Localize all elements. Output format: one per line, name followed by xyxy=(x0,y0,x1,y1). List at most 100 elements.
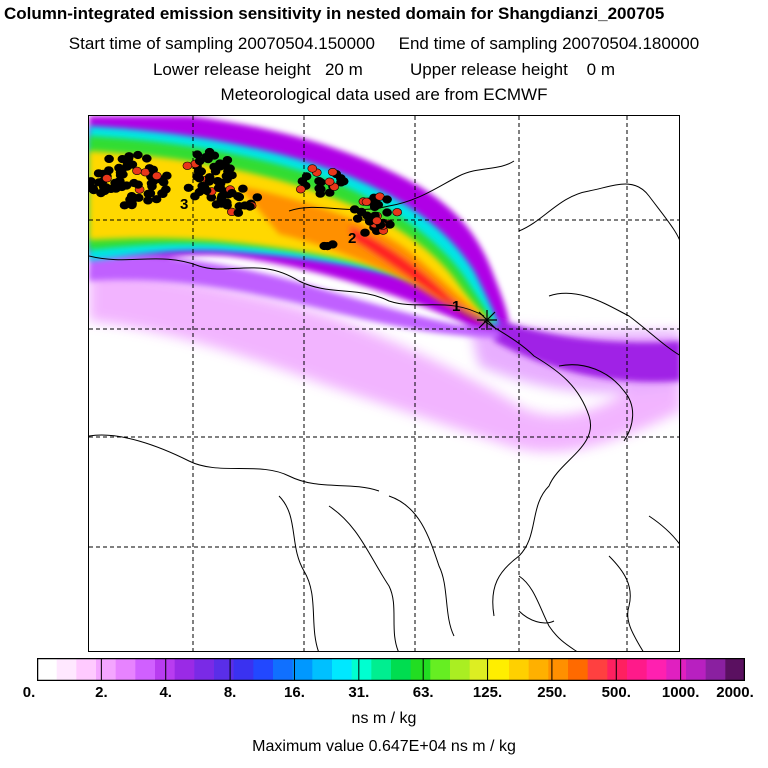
cluster-marker-red xyxy=(307,164,318,173)
colorbar-cell xyxy=(214,658,235,681)
colorbar-cell xyxy=(450,658,471,681)
cluster-marker-black xyxy=(183,183,194,192)
colorbar-cell xyxy=(391,658,412,681)
colorbar-cell xyxy=(56,658,77,681)
cluster-marker-black xyxy=(215,162,225,171)
cluster-marker-black xyxy=(362,211,372,220)
plot-title: Column-integrated emission sensitivity i… xyxy=(4,4,665,23)
cluster-marker-black xyxy=(227,171,237,180)
colorbar-cell xyxy=(548,658,569,681)
plume-yellow xyxy=(89,151,491,323)
cluster-marker-black xyxy=(352,214,363,223)
colorbar-cell xyxy=(233,658,254,681)
colorbar-tick-label: 500. xyxy=(601,684,631,701)
graticule xyxy=(89,116,679,651)
colorbar-cell xyxy=(686,658,707,681)
colorbar-cell xyxy=(76,658,97,681)
cluster-marker-black xyxy=(233,208,244,217)
cluster-marker-red xyxy=(327,167,338,177)
colorbar-cell xyxy=(194,658,215,681)
receptor-label-1: 1 xyxy=(452,298,460,315)
receptor-marker xyxy=(477,310,497,330)
cluster-marker-red xyxy=(392,208,403,217)
cluster-marker-red xyxy=(361,197,372,206)
colorbar-cell xyxy=(96,658,117,681)
colorbar-tick-label: 2. xyxy=(95,684,108,701)
colorbar-tick-label: 1000. xyxy=(661,684,700,701)
colorbar-cell xyxy=(155,658,176,681)
cluster-marker-black xyxy=(252,193,263,202)
cluster-marker-black xyxy=(124,152,134,161)
colorbar-cell xyxy=(135,658,156,681)
cluster-marker-black xyxy=(193,166,204,176)
cluster-marker-black xyxy=(322,242,333,251)
cluster-marker-black xyxy=(301,172,312,181)
colorbar-unit: ns m / kg xyxy=(351,710,417,727)
cluster-marker-black xyxy=(245,202,255,211)
cluster-marker-black xyxy=(204,173,215,182)
colorbar-cell xyxy=(37,658,58,681)
map-canvas: 1 2 3 xyxy=(89,116,679,651)
colorbar-tick-label: 125. xyxy=(472,684,503,701)
colorbar-cell xyxy=(489,658,510,681)
colorbar-cell xyxy=(351,658,372,681)
colorbar-tick-label: 8. xyxy=(223,684,237,701)
colorbar-cell xyxy=(509,658,530,681)
met-data-source: Meteorological data used are from ECMWF xyxy=(220,85,548,104)
colorbar-frame xyxy=(37,658,745,681)
colorbar-cell xyxy=(528,658,549,681)
cluster-marker-red xyxy=(296,185,306,194)
colorbar-cell xyxy=(430,658,451,681)
cluster-marker-black xyxy=(218,197,228,206)
cluster-marker-black xyxy=(338,177,349,186)
colorbar-cell xyxy=(607,658,628,681)
colorbar-cell xyxy=(273,658,294,681)
cluster-label-2: 2 xyxy=(348,230,356,247)
cluster-marker-black xyxy=(147,182,157,191)
colorbar-cell xyxy=(627,658,648,681)
cluster-marker-black xyxy=(126,191,137,201)
cluster-marker-black xyxy=(133,180,143,189)
cluster-marker-red xyxy=(324,177,335,186)
colorbar-cell xyxy=(115,658,136,681)
cluster-markers xyxy=(89,147,403,251)
cluster-marker-black xyxy=(194,174,205,183)
cluster-label-3: 3 xyxy=(180,196,188,213)
sampling-times: Start time of sampling 20070504.150000 E… xyxy=(68,34,700,53)
cluster-marker-red xyxy=(372,216,382,225)
colorbar xyxy=(37,658,745,681)
sensitivity-map: 1 2 3 xyxy=(88,115,680,652)
cluster-marker-black xyxy=(222,155,233,165)
colorbar-cell xyxy=(469,658,490,681)
colorbar-cell xyxy=(646,658,667,681)
cluster-marker-red xyxy=(102,174,112,183)
release-heights: Lower release height 20 m Upper release … xyxy=(152,60,616,79)
cluster-marker-black xyxy=(238,184,248,193)
colorbar-cell xyxy=(312,658,333,681)
colorbar-cell xyxy=(705,658,726,681)
cluster-marker-black xyxy=(143,196,153,205)
colorbar-tick-label: 2000. xyxy=(716,684,754,701)
colorbar-cell xyxy=(410,658,431,681)
cluster-marker-black xyxy=(199,183,210,192)
cluster-marker-black xyxy=(122,160,133,169)
cluster-marker-black xyxy=(89,177,96,186)
cluster-marker-black xyxy=(315,189,326,198)
cluster-marker-black xyxy=(151,195,162,204)
cluster-marker-black xyxy=(89,186,99,195)
cluster-marker-black xyxy=(234,192,245,202)
cluster-marker-black xyxy=(192,150,203,159)
colorbar-cell xyxy=(174,658,195,681)
cluster-marker-black xyxy=(360,228,370,237)
colorbar-tick-label: 4. xyxy=(159,684,172,701)
cluster-marker-black xyxy=(141,154,152,163)
colorbar-cell xyxy=(332,658,353,681)
cluster-marker-black xyxy=(204,147,215,157)
colorbar-tick-label: 0. xyxy=(22,684,36,701)
cluster-marker-black xyxy=(119,201,130,210)
cluster-marker-black xyxy=(316,178,326,187)
cluster-marker-black xyxy=(382,195,392,204)
coastlines xyxy=(89,160,679,651)
cluster-marker-black xyxy=(369,202,380,211)
cluster-marker-black xyxy=(145,189,156,198)
